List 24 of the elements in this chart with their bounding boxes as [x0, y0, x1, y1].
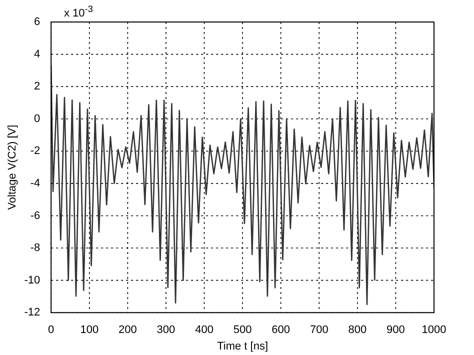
y-tick-label: -6	[30, 210, 40, 222]
y-tick-label: 4	[34, 48, 40, 60]
y-tick-label: -2	[30, 145, 40, 158]
x-tick-label: 100	[80, 324, 99, 336]
y-tick-label: -4	[30, 177, 40, 190]
x-tick-label: 800	[348, 324, 367, 336]
x-axis-title: Time t [ns]	[217, 340, 268, 352]
y-tick-label: -10	[24, 274, 40, 286]
y-tick-label: 6	[34, 16, 40, 28]
y-tick-label: -8	[30, 242, 40, 254]
x-tick-label: 700	[310, 324, 328, 336]
x-tick-label: 1000	[422, 324, 446, 336]
y-axis-title: Voltage V(C2) [V]	[6, 124, 19, 210]
x-tick-label: 200	[118, 324, 137, 336]
y-tick-label: 2	[34, 80, 40, 93]
x-tick-label: 600	[272, 324, 290, 336]
y-tick-label: -12	[24, 306, 40, 319]
x-tick-label: 900	[386, 324, 405, 336]
x-tick-label: 500	[233, 324, 252, 336]
y-tick-label: 0	[34, 112, 40, 125]
x-tick-label: 0	[48, 324, 54, 336]
x-tick-label: 300	[156, 324, 176, 336]
x-tick-label: 400	[195, 324, 214, 336]
text: x 10$^{-3}$	[64, 4, 93, 20]
